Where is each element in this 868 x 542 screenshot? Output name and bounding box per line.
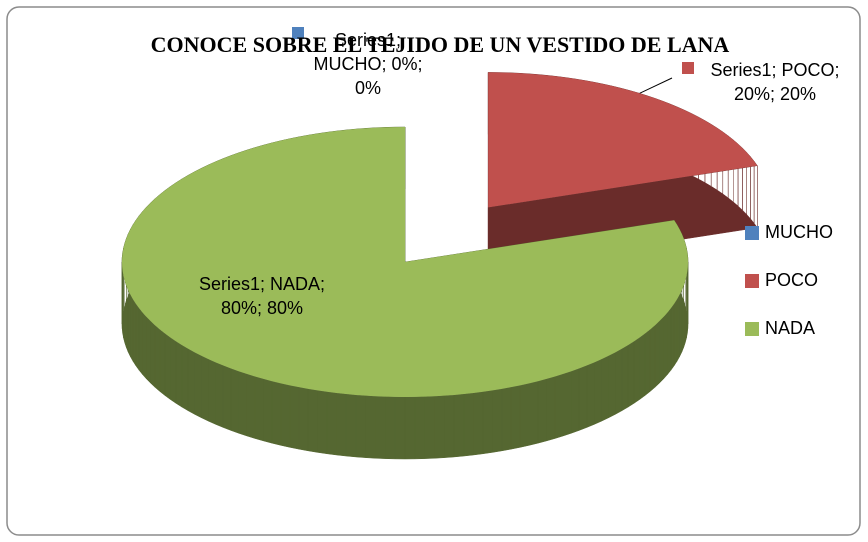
pie-slice <box>488 72 758 208</box>
legend-label: MUCHO <box>765 222 833 242</box>
data-label: Series1; NADA; 80%; 80% <box>198 274 326 318</box>
data-label: Series1; MUCHO; 0%; 0% <box>313 30 423 98</box>
label-marker <box>682 62 694 74</box>
chart-title: CONOCE SOBRE EL TEJIDO DE UN VESTIDO DE … <box>150 32 730 57</box>
legend-label: POCO <box>765 270 819 290</box>
legend-item: POCO <box>745 270 818 291</box>
legend-swatch <box>745 321 759 336</box>
pie-slice <box>122 127 688 397</box>
legend-item: NADA <box>745 318 815 339</box>
legend-label: NADA <box>765 318 816 338</box>
legend-swatch <box>745 225 759 240</box>
legend-item: MUCHO <box>745 222 833 243</box>
data-label: Series1; POCO; 20%; 20% <box>710 60 840 104</box>
label-marker <box>292 27 304 39</box>
legend-swatch <box>745 273 759 288</box>
